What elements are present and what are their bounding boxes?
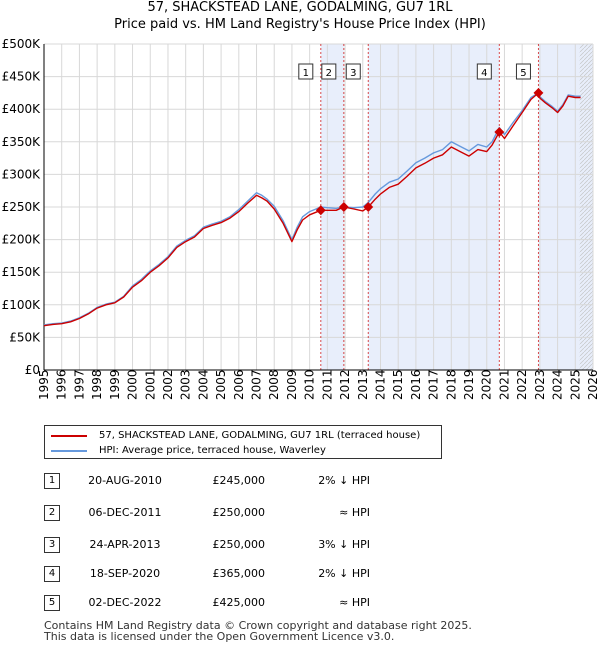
x-tick-label: 2002 [161,369,175,400]
sale-date: 20-AUG-2010 [88,474,162,487]
x-tick-label: 2019 [462,369,476,400]
table-row: 1 20-AUG-2010 £245,000 2% ↓ HPI [0,472,600,490]
chart-subtitle: Price paid vs. HM Land Registry's House … [114,17,486,32]
x-tick-label: 2010 [303,369,317,400]
x-tick-label: 2001 [143,369,157,400]
sale-hpi-comparison: ≈ HPI [339,596,370,609]
sale-price: £245,000 [212,474,266,487]
x-tick-label: 2024 [551,369,565,400]
y-tick-label: £50K [9,330,41,344]
x-tick-label: 2020 [480,369,494,400]
sale-price: £250,000 [212,538,266,551]
x-tick-label: 2015 [391,369,405,400]
x-tick-label: 2008 [267,369,281,400]
y-tick-label: £250K [2,200,42,214]
x-tick-label: 2011 [320,369,334,400]
sale-point [494,127,505,137]
x-tick-label: 2021 [497,369,511,400]
sale-number-badge: 5 [44,595,60,611]
x-tick-label: 2016 [409,369,423,400]
x-tick-label: 2023 [533,369,547,400]
x-tick-label: 1995 [37,369,51,400]
x-tick-label: 2018 [444,369,458,400]
y-tick-label: £100K [2,298,42,312]
price-chart: £0 £50K £100K £150K £200K £250K £300K £350K £400… [2,37,600,400]
table-row: 4 18-SEP-2020 £365,000 2% ↓ HPI [0,565,600,583]
chart-title-address: 57, SHACKSTEAD LANE, GODALMING, GU7 1RL [147,0,453,15]
legend-label-price: 57, SHACKSTEAD LANE, GODALMING, GU7 1RL … [99,430,421,441]
sale-date: 18-SEP-2020 [89,567,161,580]
legend-swatch-price [51,435,87,437]
y-tick-label: £500K [2,37,42,51]
price-series-line [43,92,581,327]
y-tick-label: £300K [2,167,42,181]
footer-line-copyright: Contains HM Land Registry data © Crown c… [44,619,472,632]
sale-number-box [298,63,314,80]
y-tick-label: £0 [25,363,40,377]
sale-number-badge: 1 [44,473,60,489]
x-tick-label: 2012 [338,369,352,400]
sale-point [363,202,374,212]
y-tick-label: £200K [2,233,42,247]
x-tick-label: 1999 [108,369,122,400]
sale-hpi-comparison: ≈ HPI [339,506,370,519]
hpi-series-line [43,92,581,326]
x-tick-label: 2025 [568,369,582,400]
x-tick-label: 2009 [285,369,299,400]
sale-number-box [476,63,492,80]
sale-number-badge: 2 [44,505,60,521]
sale-date: 02-DEC-2022 [88,596,162,609]
y-tick-label: £350K [2,135,42,149]
x-tick-label: 2022 [515,369,529,400]
x-tick-label: 1997 [72,369,86,400]
sale-price: £365,000 [212,567,266,580]
table-row: 5 02-DEC-2022 £425,000 ≈ HPI [0,594,600,612]
chart-legend: 57, SHACKSTEAD LANE, GODALMING, GU7 1RL … [44,425,442,459]
x-tick-label: 2004 [196,369,210,400]
sale-number-label: 2 [326,68,332,79]
sale-date: 06-DEC-2011 [88,506,162,519]
y-tick-label: £400K [2,102,42,116]
footer-attribution: Contains HM Land Registry data © Crown c… [44,620,472,642]
y-tick-label: £450K [2,70,42,84]
sale-price: £425,000 [212,596,266,609]
sale-point [338,202,349,212]
x-tick-label: 2006 [232,369,246,400]
table-row: 3 24-APR-2013 £250,000 3% ↓ HPI [0,536,600,554]
x-tick-label: 2007 [250,369,264,400]
sale-hpi-comparison: 2% ↓ HPI [318,474,370,487]
sale-number-badge: 3 [44,537,60,553]
sale-number-label: 5 [520,68,526,79]
x-tick-label: 2017 [427,369,441,400]
sale-number-label: 3 [350,68,356,79]
sale-number-label: 4 [481,68,487,79]
y-tick-label: £150K [2,265,42,279]
sale-price: £250,000 [212,506,266,519]
table-row: 2 06-DEC-2011 £250,000 ≈ HPI [0,504,600,522]
sale-number-box [515,63,531,80]
sale-date: 24-APR-2013 [89,538,161,551]
x-tick-label: 1998 [90,369,104,400]
sale-hpi-comparison: 3% ↓ HPI [318,538,370,551]
x-tick-label: 1996 [55,369,69,400]
legend-label-hpi: HPI: Average price, terraced house, Wave… [99,445,326,456]
sale-point [315,205,326,216]
sale-hpi-comparison: 2% ↓ HPI [318,567,370,580]
sale-number-box [321,63,337,80]
x-tick-label: 2026 [586,369,600,400]
legend-swatch-hpi [51,450,87,452]
x-tick-label: 2003 [179,369,193,400]
footer-line-licence: This data is licensed under the Open Gov… [44,630,395,643]
x-tick-label: 2000 [126,369,140,400]
sale-point [533,87,544,98]
sale-number-badge: 4 [44,566,60,582]
x-tick-label: 2013 [356,369,370,400]
sale-number-label: 1 [303,68,309,79]
x-tick-label: 2005 [214,369,228,400]
sale-number-box [345,63,361,80]
x-tick-label: 2014 [373,369,387,400]
